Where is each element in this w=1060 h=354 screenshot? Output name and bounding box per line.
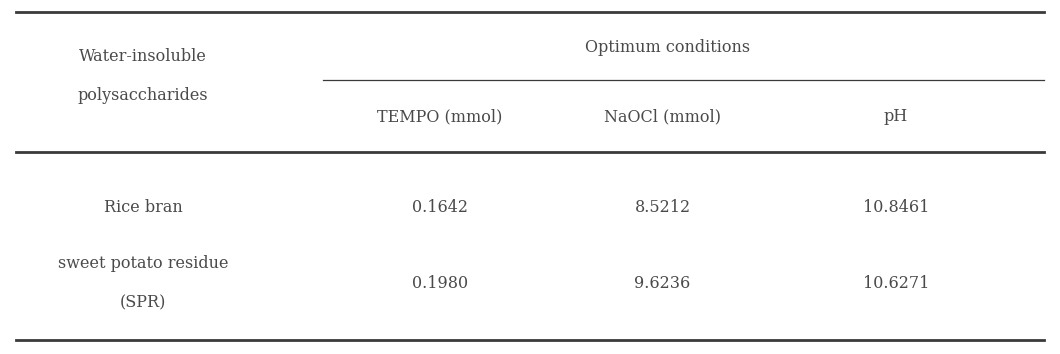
- Text: pH: pH: [884, 108, 907, 125]
- Text: Rice bran: Rice bran: [104, 199, 182, 216]
- Text: polysaccharides: polysaccharides: [77, 87, 209, 104]
- Text: (SPR): (SPR): [120, 294, 166, 311]
- Text: 8.5212: 8.5212: [635, 199, 690, 216]
- Text: 0.1980: 0.1980: [412, 275, 467, 292]
- Text: Water-insoluble: Water-insoluble: [80, 48, 207, 65]
- Text: NaOCl (mmol): NaOCl (mmol): [604, 108, 721, 125]
- Text: 10.6271: 10.6271: [863, 275, 929, 292]
- Text: sweet potato residue: sweet potato residue: [58, 255, 228, 272]
- Text: 0.1642: 0.1642: [412, 199, 467, 216]
- Text: 9.6236: 9.6236: [634, 275, 691, 292]
- Text: 10.8461: 10.8461: [863, 199, 929, 216]
- Text: TEMPO (mmol): TEMPO (mmol): [377, 108, 502, 125]
- Text: Optimum conditions: Optimum conditions: [585, 39, 750, 56]
